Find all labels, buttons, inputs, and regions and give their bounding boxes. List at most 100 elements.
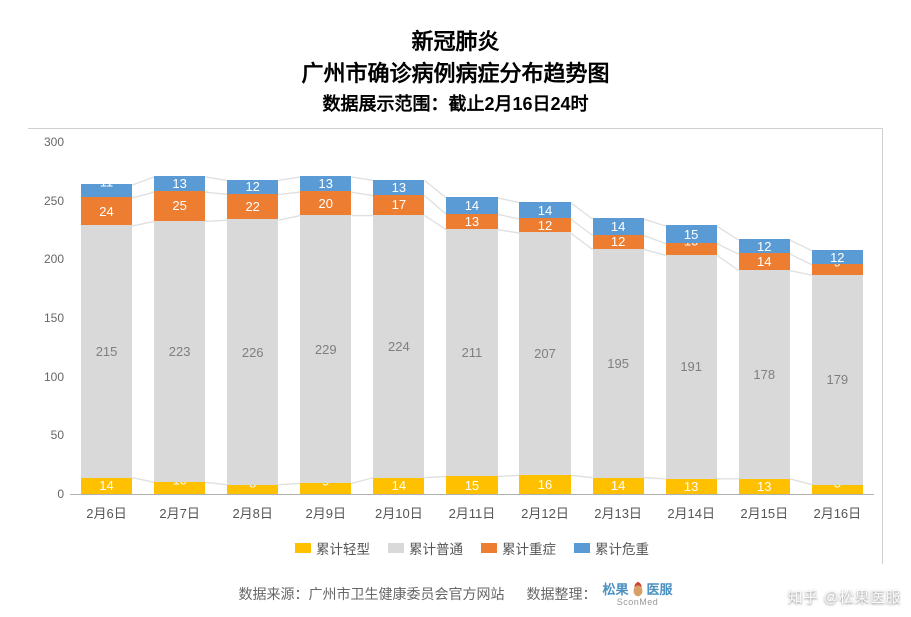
bar-segment-critical: 12 [227,180,278,194]
bar-value-label: 215 [96,345,118,358]
bar-value-label: 179 [826,373,848,386]
bar-segment-critical: 13 [373,180,424,195]
bar-column: 13 191 10 15 [655,225,728,494]
legend-item-mild: 累计轻型 [295,538,370,558]
bar-segment-critical: 14 [446,197,497,213]
watermark: 知乎 @松果医服 [788,586,901,607]
bar-column: 141951214 [582,218,655,494]
bar-value-label: 13 [465,215,479,228]
bar-value-label: 13 [684,480,698,493]
sconmed-logo: 松果 医服 SconMed [602,580,672,607]
plot-area: 1421524111022325138226221292292013142241… [70,143,874,495]
x-axis-labels: 2月6日2月7日2月8日2月9日2月10日2月11日2月12日2月13日2月14… [70,503,874,522]
bar-value-label: 25 [172,199,186,212]
bar-segment-common: 211 [446,229,497,477]
x-axis-label: 2月11日 [435,503,508,522]
bar-segment-severe: 13 [446,214,497,229]
y-tick: 200 [28,252,64,266]
bar-value-label: 191 [680,360,702,373]
title-main: 新冠肺炎 [28,24,883,56]
bar-value-label: 12 [830,251,844,264]
stacked-bar: 131781412 [739,239,790,494]
legend-label: 累计普通 [409,538,463,558]
bar-segment-common: 195 [593,249,644,478]
legend-item-critical: 累计危重 [574,538,649,558]
bar-value-label: 224 [388,340,410,353]
bar-column: 92292013 [289,176,362,494]
bar-value-label: 20 [319,197,333,210]
legend-item-common: 累计普通 [388,538,463,558]
bar-value-label: 211 [462,346,483,359]
bar-segment-mild: 14 [593,478,644,494]
bar-segment-critical: 12 [812,250,863,264]
bar-segment-common: 224 [373,215,424,478]
bar-segment-severe: 17 [373,195,424,215]
bar-value-label: 12 [757,240,771,253]
bar-column: 82262212 [216,180,289,494]
bar-segment-critical: 13 [300,176,351,191]
legend-swatch [574,543,590,553]
x-axis-label: 2月12日 [508,503,581,522]
bar-segment-severe: 20 [300,191,351,214]
bar-segment-common: 226 [227,219,278,484]
legend-item-severe: 累计重症 [481,538,556,558]
chart-container: 新冠肺炎 广州市确诊病例病症分布趋势图 数据展示范围：截止2月16日24时 14… [0,0,911,617]
bar-value-label: 17 [392,198,406,211]
bar-value-label: 14 [99,479,113,492]
bar-segment-common: 223 [154,221,205,483]
bar-column: 131781412 [728,239,801,494]
compiler-prefix: 数据整理： [526,584,596,604]
bar-segment-critical: 14 [593,218,644,234]
bar-column: 15 211 13 14 [435,197,508,494]
stacked-bar: 15 211 13 14 [446,197,497,494]
nut-body [633,585,642,596]
x-axis-label: 2月9日 [289,503,362,522]
bar-segment-mild: 13 [739,479,790,494]
title-range: 数据展示范围：截止2月16日24时 [28,90,883,116]
bar-value-label: 12 [538,219,552,232]
y-tick: 300 [28,135,64,149]
bar-value-label: 15 [684,228,698,241]
x-axis-label: 2月7日 [143,503,216,522]
bar-value-label: 14 [538,204,552,217]
bar-value-label: 16 [538,478,552,491]
legend: 累计轻型 累计普通累计重症累计危重 [70,538,874,558]
bar-value-label: 12 [245,180,259,193]
bar-segment-severe: 24 [81,197,132,225]
bar-segment-common: 191 [666,255,717,479]
bar-column: 16 20712 14 [508,202,581,494]
x-axis-label: 2月15日 [728,503,801,522]
bar-segment-common: 178 [739,270,790,479]
bar-segment-mild: 13 [666,479,717,494]
x-axis-label: 2月10日 [362,503,435,522]
bar-segment-severe: 9 [812,264,863,275]
bar-column: 8179912 [801,250,874,494]
stacked-bar: 142152411 [81,184,132,494]
stacked-bar: 92292013 [300,176,351,494]
chart-area: 1421524111022325138226221292292013142241… [28,128,883,564]
stacked-bar: 13 191 10 15 [666,225,717,494]
data-compiler: 数据整理： 松果 医服 SconMed [526,580,672,607]
footer: 数据来源：广州市卫生健康委员会官方网站 数据整理： 松果 医服 SconMed [28,580,883,607]
x-axis-label: 2月14日 [655,503,728,522]
legend-swatch [481,543,497,553]
pinecone-icon [629,580,647,598]
bar-segment-mild: 15 [446,476,497,494]
bar-group: 1421524111022325138226221292292013142241… [70,143,874,494]
bar-value-label: 15 [465,479,479,492]
bar-value-label: 11 [100,176,114,189]
bar-value-label: 13 [319,177,333,190]
bar-segment-severe: 25 [154,191,205,220]
bar-segment-common: 207 [519,232,570,475]
bar-value-label: 13 [757,480,771,493]
bar-segment-critical: 14 [519,202,570,218]
bar-segment-severe: 22 [227,194,278,220]
y-tick: 0 [28,487,64,501]
title-block: 新冠肺炎 广州市确诊病例病症分布趋势图 数据展示范围：截止2月16日24时 [28,24,883,116]
bar-segment-severe: 14 [739,253,790,269]
bar-segment-severe: 10 [666,243,717,255]
bar-value-label: 14 [465,199,479,212]
stacked-bar: 16 20712 14 [519,202,570,494]
x-axis-label: 2月13日 [582,503,655,522]
stacked-bar: 102232513 [154,176,205,494]
